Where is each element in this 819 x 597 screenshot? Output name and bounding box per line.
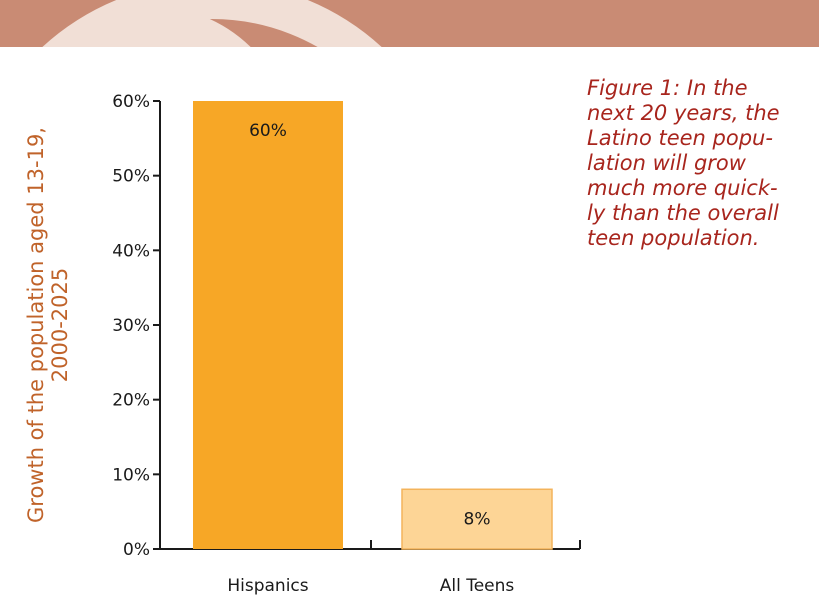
caption-line: lation will grow [587, 151, 746, 175]
x-tick-label: Hispanics [227, 576, 308, 596]
y-tick-label: 30% [112, 316, 150, 336]
caption-line: ly than the overall [587, 201, 779, 225]
y-axis-title-line: Growth of the population aged 13-19, [24, 127, 48, 523]
y-tick-label: 50% [112, 167, 150, 187]
data-labels: 60% 8% [249, 121, 490, 529]
caption-line: much more quick- [587, 176, 778, 200]
y-tick-label: 10% [112, 465, 150, 485]
caption-line: teen population. [587, 226, 760, 250]
bars [193, 101, 553, 550]
y-tick-label: 0% [123, 540, 150, 560]
caption-line: next 20 years, the [587, 101, 780, 125]
y-tick-label: 40% [112, 241, 150, 261]
y-axis-title-line: 2000-2025 [48, 268, 72, 382]
y-axis-title: Growth of the population aged 13-19,2000… [24, 127, 72, 523]
data-label: 60% [249, 121, 287, 141]
data-label: 8% [464, 509, 491, 529]
swirl-inner-ring [49, 6, 251, 47]
x-tick-labels: Hispanics All Teens [227, 576, 514, 596]
y-tick-label: 20% [112, 391, 150, 411]
bar-all-teens [401, 488, 553, 550]
y-axis-label: Growth of the population aged 13-19,2000… [24, 127, 72, 523]
caption-line: Latino teen popu- [587, 126, 773, 150]
banner-swirl [42, 0, 382, 47]
x-tick-label: All Teens [440, 576, 515, 596]
y-tick-label: 60% [112, 92, 150, 112]
caption-line: Figure 1: In the [587, 76, 748, 100]
figure-caption: Figure 1: In the next 20 years, the Lati… [587, 76, 815, 251]
header-banner [0, 0, 819, 47]
y-tick-labels: 0% 10% 20% 30% 40% 50% 60% [112, 92, 150, 560]
bar-hispanics [193, 101, 343, 549]
